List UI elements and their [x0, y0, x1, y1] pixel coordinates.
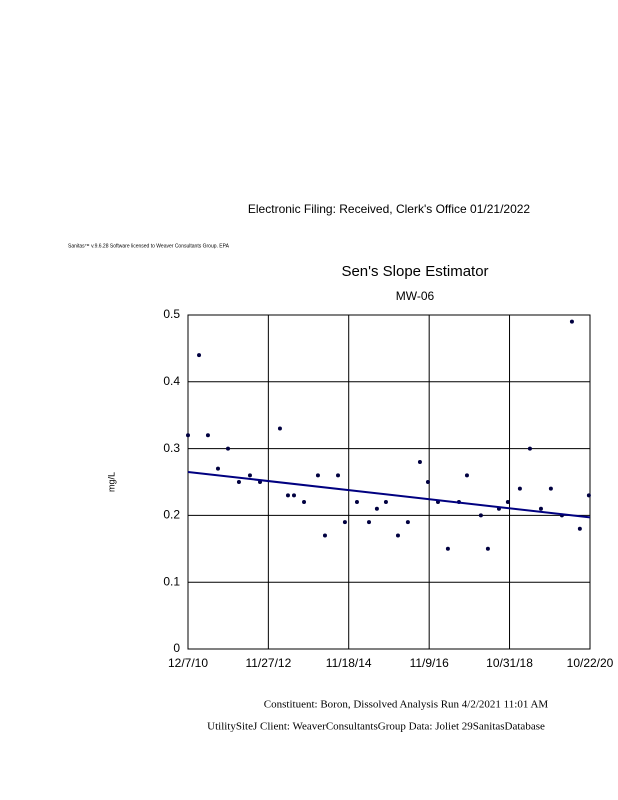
chart-title: Sen's Slope Estimator [341, 263, 488, 280]
data-point [464, 473, 469, 478]
data-point [405, 520, 410, 525]
data-point [215, 466, 220, 471]
data-point [366, 520, 371, 525]
data-point [336, 473, 341, 478]
data-point [277, 426, 282, 431]
chart-subtitle: MW-06 [396, 289, 435, 303]
data-point [417, 459, 422, 464]
data-point [485, 546, 490, 551]
data-point [445, 546, 450, 551]
data-point [197, 353, 202, 358]
data-point [374, 506, 379, 511]
data-point [425, 480, 430, 484]
x-tick-label: 12/7/10 [168, 656, 208, 670]
data-point [291, 493, 296, 498]
data-point [186, 433, 190, 438]
data-point [548, 486, 553, 491]
y-tick-label: 0 [173, 641, 180, 655]
x-tick-label: 11/27/12 [245, 656, 291, 670]
data-point [322, 533, 327, 538]
software-note: Sanitas™ v.9.6.28 Software licensed to W… [68, 243, 230, 249]
x-tick-label: 10/22/20 [567, 656, 614, 670]
data-point [247, 473, 252, 478]
y-tick-label: 0.3 [163, 441, 180, 455]
data-point [569, 319, 574, 324]
footer-line: UtilitySiteJ Client: WeaverConsultantsGr… [207, 721, 545, 733]
data-point [354, 500, 359, 505]
filing-stamp: Electronic Filing: Received, Clerk's Off… [248, 202, 531, 216]
y-tick-label: 0.4 [163, 374, 180, 388]
data-point [505, 500, 510, 505]
trend-line [187, 470, 591, 519]
data-point [586, 493, 591, 498]
data-point [538, 506, 543, 511]
data-point [517, 486, 522, 491]
y-tick-label: 0.1 [163, 574, 180, 588]
y-tick-label: 0.5 [163, 307, 180, 321]
x-tick-label: 11/18/14 [326, 656, 372, 670]
data-point [395, 533, 400, 538]
data-point [383, 500, 388, 505]
y-tick-label: 0.2 [163, 508, 180, 522]
y-axis-label: mg/L [106, 472, 116, 492]
data-point [342, 520, 347, 525]
data-point [236, 480, 241, 484]
x-tick-label: 11/9/16 [410, 656, 449, 670]
footer-line: Constituent: Boron, Dissolved Analysis R… [264, 699, 549, 711]
x-tick-label: 10/31/18 [486, 656, 533, 670]
data-point [527, 446, 532, 451]
data-point [226, 446, 231, 451]
plot-frame [187, 314, 591, 650]
data-point [577, 526, 582, 531]
data-point [205, 433, 210, 438]
data-point [285, 493, 290, 498]
data-point [302, 500, 307, 505]
data-point [315, 473, 320, 478]
data-point [478, 513, 483, 518]
